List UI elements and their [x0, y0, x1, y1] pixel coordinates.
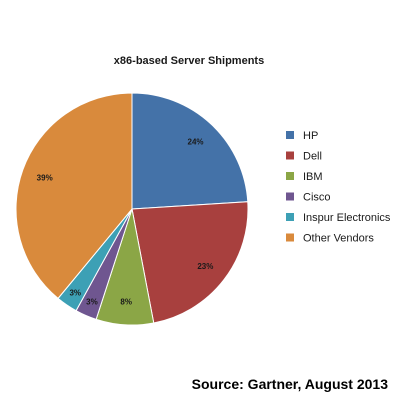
- legend-label-hp: HP: [303, 130, 318, 142]
- slice-label-inspur-electronics: 3%: [69, 288, 81, 297]
- slice-label-cisco: 3%: [86, 298, 98, 307]
- slice-label-ibm: 8%: [120, 298, 132, 307]
- slice-label-hp: 24%: [188, 137, 204, 146]
- legend-swatch-cisco: [286, 192, 294, 201]
- source-note: Source: Gartner, August 2013: [192, 376, 389, 392]
- legend-swatch-hp: [286, 131, 294, 139]
- pie-slice-labels: 24% 23% 8% 3% 3% 39%: [37, 137, 214, 306]
- pie-slice-dell: [131, 201, 249, 324]
- legend-label-ibm: IBM: [303, 171, 323, 183]
- legend: HP Dell IBM Cisco Inspur Electronics Other Ve…: [286, 130, 391, 245]
- slice-label-other-vendors: 39%: [37, 174, 53, 183]
- legend-label-cisco: Cisco: [303, 192, 331, 204]
- legend-label-other-vendors: Other Vendors: [303, 233, 374, 245]
- pie-slices: [15, 92, 249, 326]
- legend-label-dell: Dell: [303, 151, 322, 163]
- chart-title: x86-based Server Shipments: [114, 55, 264, 67]
- pie-slice-hp: [131, 92, 249, 210]
- legend-label-inspur-electronics: Inspur Electronics: [303, 212, 391, 224]
- legend-swatch-inspur-electronics: [286, 213, 294, 221]
- legend-swatch-dell: [286, 151, 294, 160]
- legend-swatch-other-vendors: [286, 233, 294, 242]
- pie-slice-other-vendors: [15, 92, 133, 300]
- legend-swatch-ibm: [286, 172, 294, 180]
- slice-label-dell: 23%: [197, 262, 213, 271]
